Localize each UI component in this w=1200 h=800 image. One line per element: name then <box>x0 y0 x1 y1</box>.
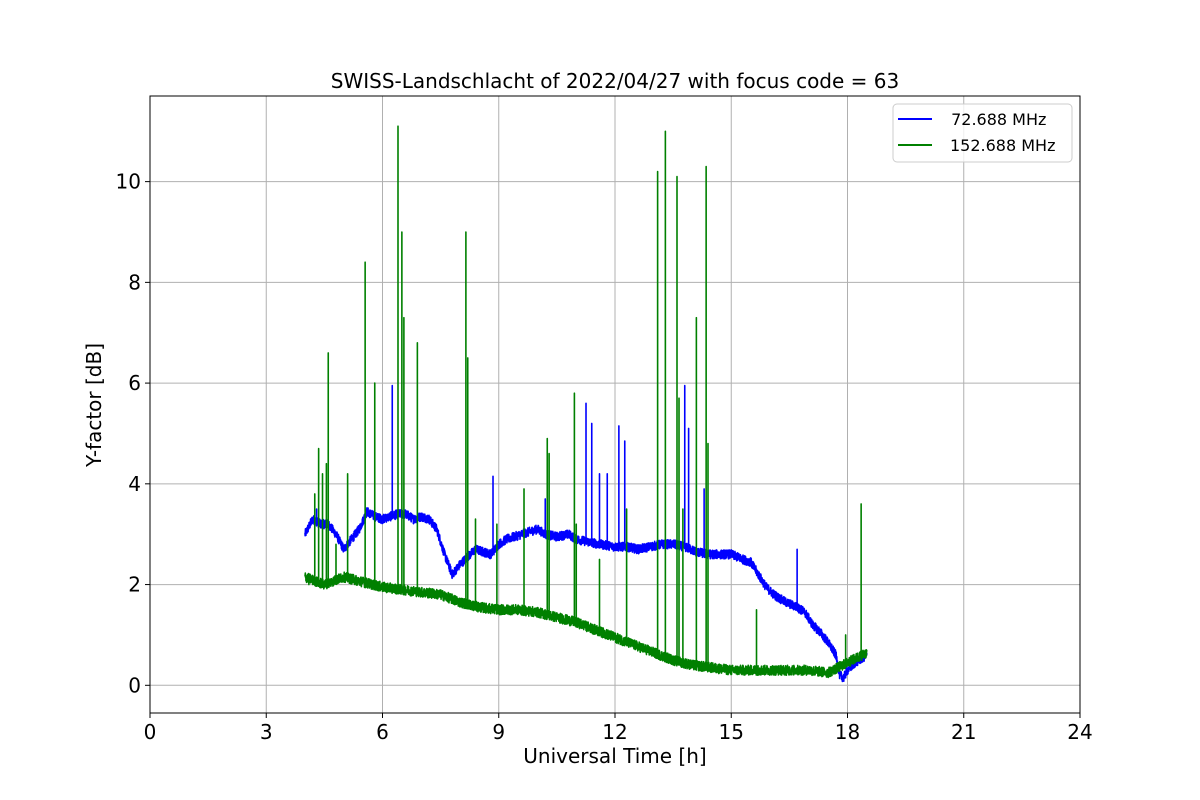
x-tick-label: 24 <box>1067 720 1092 744</box>
x-tick-label: 9 <box>492 720 505 744</box>
series-line-152mhz <box>304 125 868 679</box>
x-tick-label: 21 <box>951 720 976 744</box>
x-tick-label: 15 <box>719 720 744 744</box>
x-tick-label: 0 <box>144 720 157 744</box>
legend-label-72mhz: 72.688 MHz <box>946 110 1046 129</box>
y-tick-label: 6 <box>128 371 141 395</box>
y-axis-label: Y-factor [dB] <box>82 343 106 468</box>
y-tick-label: 0 <box>128 673 141 697</box>
legend-label-152mhz: 152.688 MHz <box>950 136 1055 155</box>
x-tick-label: 18 <box>835 720 860 744</box>
y-tick-label: 10 <box>116 170 141 194</box>
y-tick-label: 2 <box>128 573 141 597</box>
x-tick-label: 12 <box>602 720 627 744</box>
y-tick-label: 8 <box>128 270 141 294</box>
y-tick-label: 4 <box>128 472 141 496</box>
x-tick-label: 6 <box>376 720 389 744</box>
x-tick-label: 3 <box>260 720 273 744</box>
legend: 72.688 MHz 152.688 MHz <box>892 103 1073 163</box>
chart-title: SWISS-Landschlacht of 2022/04/27 with fo… <box>331 69 899 93</box>
x-axis-label: Universal Time [h] <box>523 744 706 768</box>
series-layer <box>304 125 868 683</box>
legend-box <box>892 103 1073 163</box>
